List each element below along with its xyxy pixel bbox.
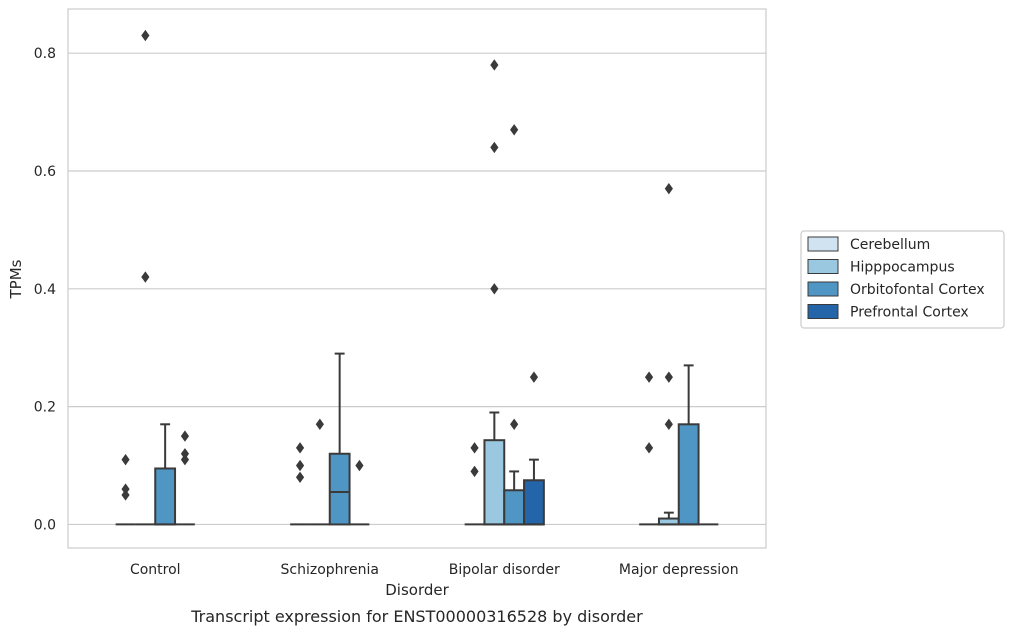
y-axis-ticks: 0.0 0.2 0.4 0.6 0.8 bbox=[34, 46, 56, 533]
outlier-point bbox=[470, 442, 479, 454]
box bbox=[175, 430, 195, 526]
legend-frame bbox=[800, 230, 1005, 329]
legend-swatch bbox=[807, 304, 839, 319]
box bbox=[483, 59, 506, 526]
box-body bbox=[677, 423, 700, 526]
box bbox=[349, 459, 370, 526]
box-body bbox=[523, 479, 545, 526]
y-tick-label: 0.0 bbox=[34, 517, 56, 533]
outlier-point bbox=[490, 283, 499, 295]
x-axis-ticks: Control Schizophrenia Bipolar disorder Majo… bbox=[130, 562, 739, 578]
outlier-point bbox=[121, 489, 130, 501]
outlier-point bbox=[355, 459, 364, 472]
grid-lines bbox=[68, 52, 766, 526]
outlier-point bbox=[121, 453, 130, 466]
legend-label: Cerebellum bbox=[850, 237, 930, 253]
outlier-point bbox=[470, 465, 479, 478]
y-axis-label: TPMs bbox=[7, 259, 25, 299]
box bbox=[523, 371, 545, 526]
outlier-point bbox=[644, 442, 654, 454]
outlier-point bbox=[141, 29, 150, 42]
legend-swatch bbox=[807, 236, 839, 252]
box-body bbox=[154, 467, 177, 526]
outlier-point bbox=[664, 418, 673, 430]
legend: Cerebellum Hipppocampus Orbitofontal Corte… bbox=[800, 230, 1005, 329]
outlier-point bbox=[490, 59, 499, 71]
outlier-point bbox=[510, 124, 519, 136]
box bbox=[657, 182, 680, 526]
outlier-point bbox=[141, 271, 150, 283]
box bbox=[290, 442, 310, 526]
outlier-point bbox=[180, 453, 190, 466]
legend-label: Hipppocampus bbox=[850, 260, 955, 276]
box bbox=[503, 124, 526, 526]
box bbox=[639, 371, 659, 526]
y-tick-label: 0.6 bbox=[34, 164, 56, 180]
x-tick-label: Schizophrenia bbox=[281, 562, 379, 578]
box bbox=[464, 442, 485, 526]
outlier-point bbox=[180, 430, 190, 442]
legend-label: Prefrontal Cortex bbox=[850, 305, 969, 321]
outlier-point bbox=[180, 448, 190, 460]
legend-swatch bbox=[807, 281, 839, 297]
outlier-point bbox=[490, 141, 499, 154]
x-tick-label: Bipolar disorder bbox=[449, 562, 560, 578]
box bbox=[677, 364, 700, 526]
legend-swatch bbox=[807, 259, 839, 274]
y-tick-label: 0.8 bbox=[34, 46, 56, 62]
box bbox=[135, 29, 156, 526]
outlier-point bbox=[664, 182, 673, 195]
box-body bbox=[483, 439, 506, 526]
box-body bbox=[328, 452, 351, 526]
box bbox=[154, 423, 177, 526]
outlier-point bbox=[664, 371, 673, 383]
y-tick-label: 0.2 bbox=[34, 400, 56, 416]
x-tick-label: Major depression bbox=[619, 562, 739, 578]
outlier-point bbox=[295, 459, 305, 472]
outlier-point bbox=[510, 418, 519, 430]
x-tick-label: Control bbox=[130, 562, 181, 578]
x-axis-label: Disorder bbox=[385, 581, 449, 599]
boxes bbox=[115, 29, 719, 526]
outlier-point bbox=[295, 471, 305, 483]
outlier-point bbox=[295, 442, 305, 454]
outlier-point bbox=[529, 371, 539, 383]
y-tick-label: 0.4 bbox=[34, 282, 56, 298]
chart-caption: Transcript expression for ENST0000031652… bbox=[190, 607, 643, 626]
box bbox=[328, 352, 351, 526]
box bbox=[309, 418, 330, 526]
box bbox=[115, 453, 136, 526]
plot-area bbox=[67, 8, 767, 549]
legend-label: Orbitofontal Cortex bbox=[850, 282, 985, 298]
outlier-point bbox=[644, 371, 654, 383]
outlier-point bbox=[315, 418, 324, 430]
box-body bbox=[503, 489, 526, 526]
outlier-point bbox=[121, 483, 130, 495]
